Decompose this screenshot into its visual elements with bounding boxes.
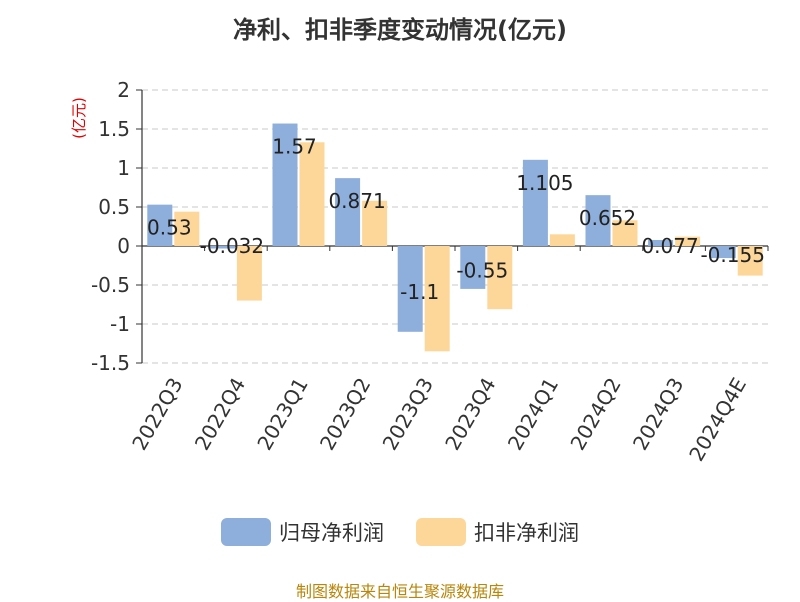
bar-deducted-profit (737, 246, 763, 276)
bar-net-profit (335, 178, 361, 246)
bar-deducted-profit (362, 200, 388, 246)
bar-deducted-profit (612, 220, 638, 246)
data-label: 0.077 (641, 234, 698, 258)
bar-net-profit (522, 159, 548, 246)
source-note: 制图数据来自恒生聚源数据库 (295, 582, 504, 601)
legend-item-series-1[interactable]: 归母净利润 (221, 517, 384, 547)
bar-net-profit (209, 246, 235, 249)
bar-net-profit (710, 246, 736, 259)
y-tick-label: 0.5 (98, 195, 130, 219)
x-tick-label: 2023Q4 (440, 374, 500, 455)
bar-net-profit (147, 204, 173, 246)
data-label: 1.57 (272, 135, 317, 159)
x-tick-label: 2023Q3 (378, 374, 438, 455)
x-tick-label: 2022Q4 (190, 374, 250, 455)
y-tick-label: -1 (110, 312, 130, 336)
y-tick-label: 1 (117, 156, 130, 180)
x-tick-label: 2022Q3 (127, 374, 187, 455)
y-tick-label: -0.5 (91, 273, 130, 297)
data-label: 0.871 (328, 189, 385, 213)
data-label: -0.032 (200, 234, 264, 258)
legend-label-series-2: 扣非净利润 (474, 521, 579, 545)
legend-item-series-2[interactable]: 扣非净利润 (416, 517, 579, 547)
label-layer: 0.53 -0.032 1.57 0.871 -1.1 -0.55 1.1050.6520.… (147, 135, 765, 304)
x-tick-label: 2024Q4E (684, 374, 751, 466)
y-tick-label: 2 (117, 78, 130, 102)
x-tick-label: 2024Q2 (565, 374, 625, 455)
y-tick-label: -1.5 (91, 351, 130, 375)
data-label: 1.105 (516, 171, 573, 195)
legend: 归母净利润 扣非净利润 (0, 517, 800, 547)
legend-swatch-series-1 (221, 518, 271, 546)
bar-deducted-profit (675, 236, 701, 246)
bar-net-profit (585, 195, 611, 246)
grid-layer (142, 89, 768, 364)
x-tick-label: 2023Q1 (252, 374, 312, 455)
bar-deducted-profit (424, 246, 450, 352)
legend-label-series-1: 归母净利润 (279, 521, 384, 545)
x-tick-label: 2023Q2 (315, 374, 375, 455)
bar-deducted-profit (549, 234, 575, 246)
bar-net-profit (648, 239, 674, 246)
x-tick-label: 2024Q3 (628, 374, 688, 455)
y-tick-label: 1.5 (98, 117, 130, 141)
bar-net-profit (272, 123, 298, 246)
y-tick-label: 0 (117, 234, 130, 258)
bar-deducted-profit (174, 211, 200, 246)
y-axis-title: (亿元) (70, 97, 88, 139)
x-tick-label: 2024Q1 (503, 374, 563, 455)
legend-swatch-series-2 (416, 518, 466, 546)
data-label: -0.155 (700, 243, 764, 267)
bar-net-profit (397, 246, 423, 332)
bar-net-profit (460, 246, 486, 289)
data-label: 0.53 (147, 216, 192, 240)
bar-deducted-profit (236, 246, 262, 301)
data-label: 0.652 (579, 206, 636, 230)
data-label: -0.55 (456, 258, 508, 282)
bar-deducted-profit (299, 142, 325, 246)
data-label: -1.1 (400, 280, 439, 304)
chart-title: 净利、扣非季度变动情况(亿元) (233, 16, 567, 44)
bar-layer (147, 123, 763, 352)
bar-deducted-profit (487, 246, 513, 310)
